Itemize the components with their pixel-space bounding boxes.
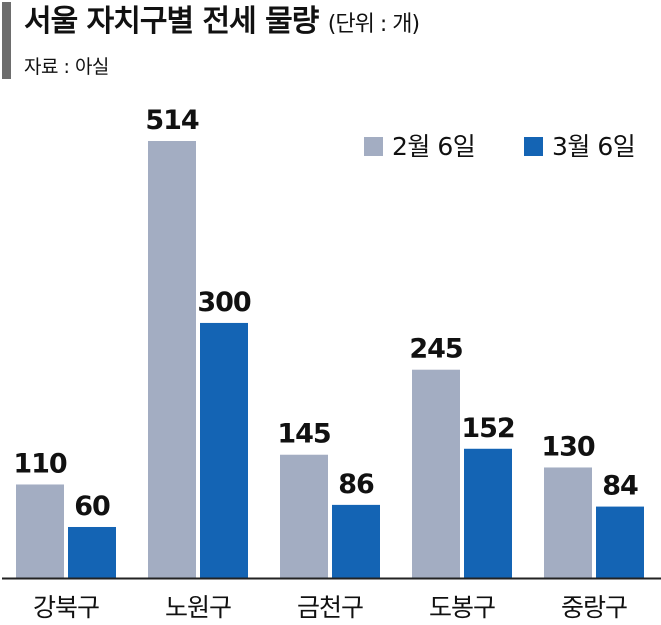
data-label-mar-2: 86 — [338, 469, 374, 500]
data-label-feb-1: 514 — [145, 105, 199, 136]
data-label-mar-4: 84 — [602, 471, 638, 502]
bar-mar-2 — [332, 504, 380, 578]
legend-swatch-mar — [524, 137, 543, 156]
category-label-1: 노원구 — [165, 593, 231, 622]
category-label-2: 금천구 — [297, 593, 363, 622]
bar-mar-4 — [596, 506, 644, 578]
bar-feb-3 — [412, 369, 460, 578]
category-label-0: 강북구 — [33, 593, 99, 622]
title-accent-bar — [2, 2, 11, 79]
bar-feb-4 — [544, 467, 592, 578]
chart-title-text: 서울 자치구별 전세 물량 — [24, 4, 319, 39]
legend-label-feb: 2월 6일 — [392, 132, 476, 161]
chart-unit: (단위 : 개) — [327, 12, 420, 37]
category-label-3: 도봉구 — [429, 593, 495, 622]
data-label-feb-0: 110 — [13, 448, 67, 479]
bar-mar-3 — [464, 448, 512, 578]
legend-label-mar: 3월 6일 — [552, 132, 636, 161]
category-label-4: 중랑구 — [561, 593, 627, 622]
data-label-mar-3: 152 — [461, 413, 514, 444]
data-label-mar-1: 300 — [197, 287, 251, 318]
bar-feb-2 — [280, 454, 328, 578]
bar-feb-1 — [148, 141, 196, 578]
chart-title: 서울 자치구별 전세 물량 (단위 : 개) — [24, 0, 420, 47]
data-label-feb-3: 245 — [409, 334, 462, 365]
data-label-feb-2: 145 — [277, 419, 330, 450]
data-label-feb-4: 130 — [541, 431, 595, 462]
legend-swatch-feb — [364, 137, 383, 156]
bar-mar-0 — [68, 526, 116, 578]
data-label-mar-0: 60 — [74, 491, 110, 522]
chart-source: 자료 : 아실 — [24, 56, 109, 78]
bar-mar-1 — [200, 322, 248, 578]
bar-feb-0 — [16, 484, 64, 578]
